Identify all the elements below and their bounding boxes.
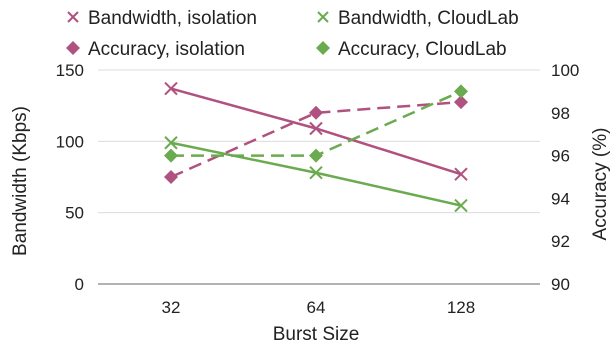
diamond-marker (164, 148, 178, 163)
x-marker (309, 121, 323, 136)
right-y-tick-labels: 90 92 94 96 98 100 (551, 61, 579, 294)
left-y-tick-label: 150 (56, 61, 84, 80)
diamond-marker (454, 84, 468, 99)
left-y-tick-label: 50 (65, 204, 84, 223)
diamond-marker (309, 105, 323, 120)
legend-label: Bandwidth, CloudLab (338, 8, 519, 29)
left-y-axis-title: Bandwidth (Kbps) (10, 106, 31, 256)
x-marker (164, 81, 178, 96)
diamond-marker (164, 170, 178, 184)
legend-label: Accuracy, isolation (88, 39, 245, 60)
series-markers (164, 81, 468, 213)
x-marker (454, 167, 468, 181)
x-marker (454, 198, 468, 213)
x-tick-label: 128 (447, 298, 475, 317)
right-y-tick-label: 94 (551, 189, 570, 208)
x-axis-title: Burst Size (273, 324, 360, 345)
left-y-tick-labels: 0 50 100 150 (56, 61, 84, 294)
gridlines (98, 69, 540, 214)
x-marker (67, 11, 79, 23)
x-marker (309, 166, 323, 180)
right-y-tick-label: 90 (551, 275, 570, 294)
right-y-tick-label: 96 (551, 147, 570, 166)
legend-label: Bandwidth, isolation (88, 8, 257, 29)
right-y-tick-label: 100 (551, 61, 579, 80)
legend-label: Accuracy, CloudLab (338, 39, 507, 60)
right-y-axis-title: Accuracy (%) (590, 128, 611, 241)
x-tick-label: 32 (162, 298, 181, 317)
diamond-marker (316, 41, 330, 55)
x-tick-labels: 32 64 128 (162, 298, 476, 317)
diamond-marker (309, 148, 323, 163)
diamond-marker (454, 95, 468, 110)
legend: Bandwidth, isolation Bandwidth, CloudLab A… (66, 8, 519, 60)
left-y-tick-label: 0 (75, 275, 84, 294)
left-y-tick-label: 100 (56, 132, 84, 151)
x-tick-label: 64 (307, 298, 326, 317)
right-y-tick-label: 92 (551, 232, 570, 251)
diamond-marker (66, 41, 80, 55)
x-marker (164, 136, 178, 150)
right-y-tick-label: 98 (551, 104, 570, 123)
x-marker (317, 11, 329, 23)
